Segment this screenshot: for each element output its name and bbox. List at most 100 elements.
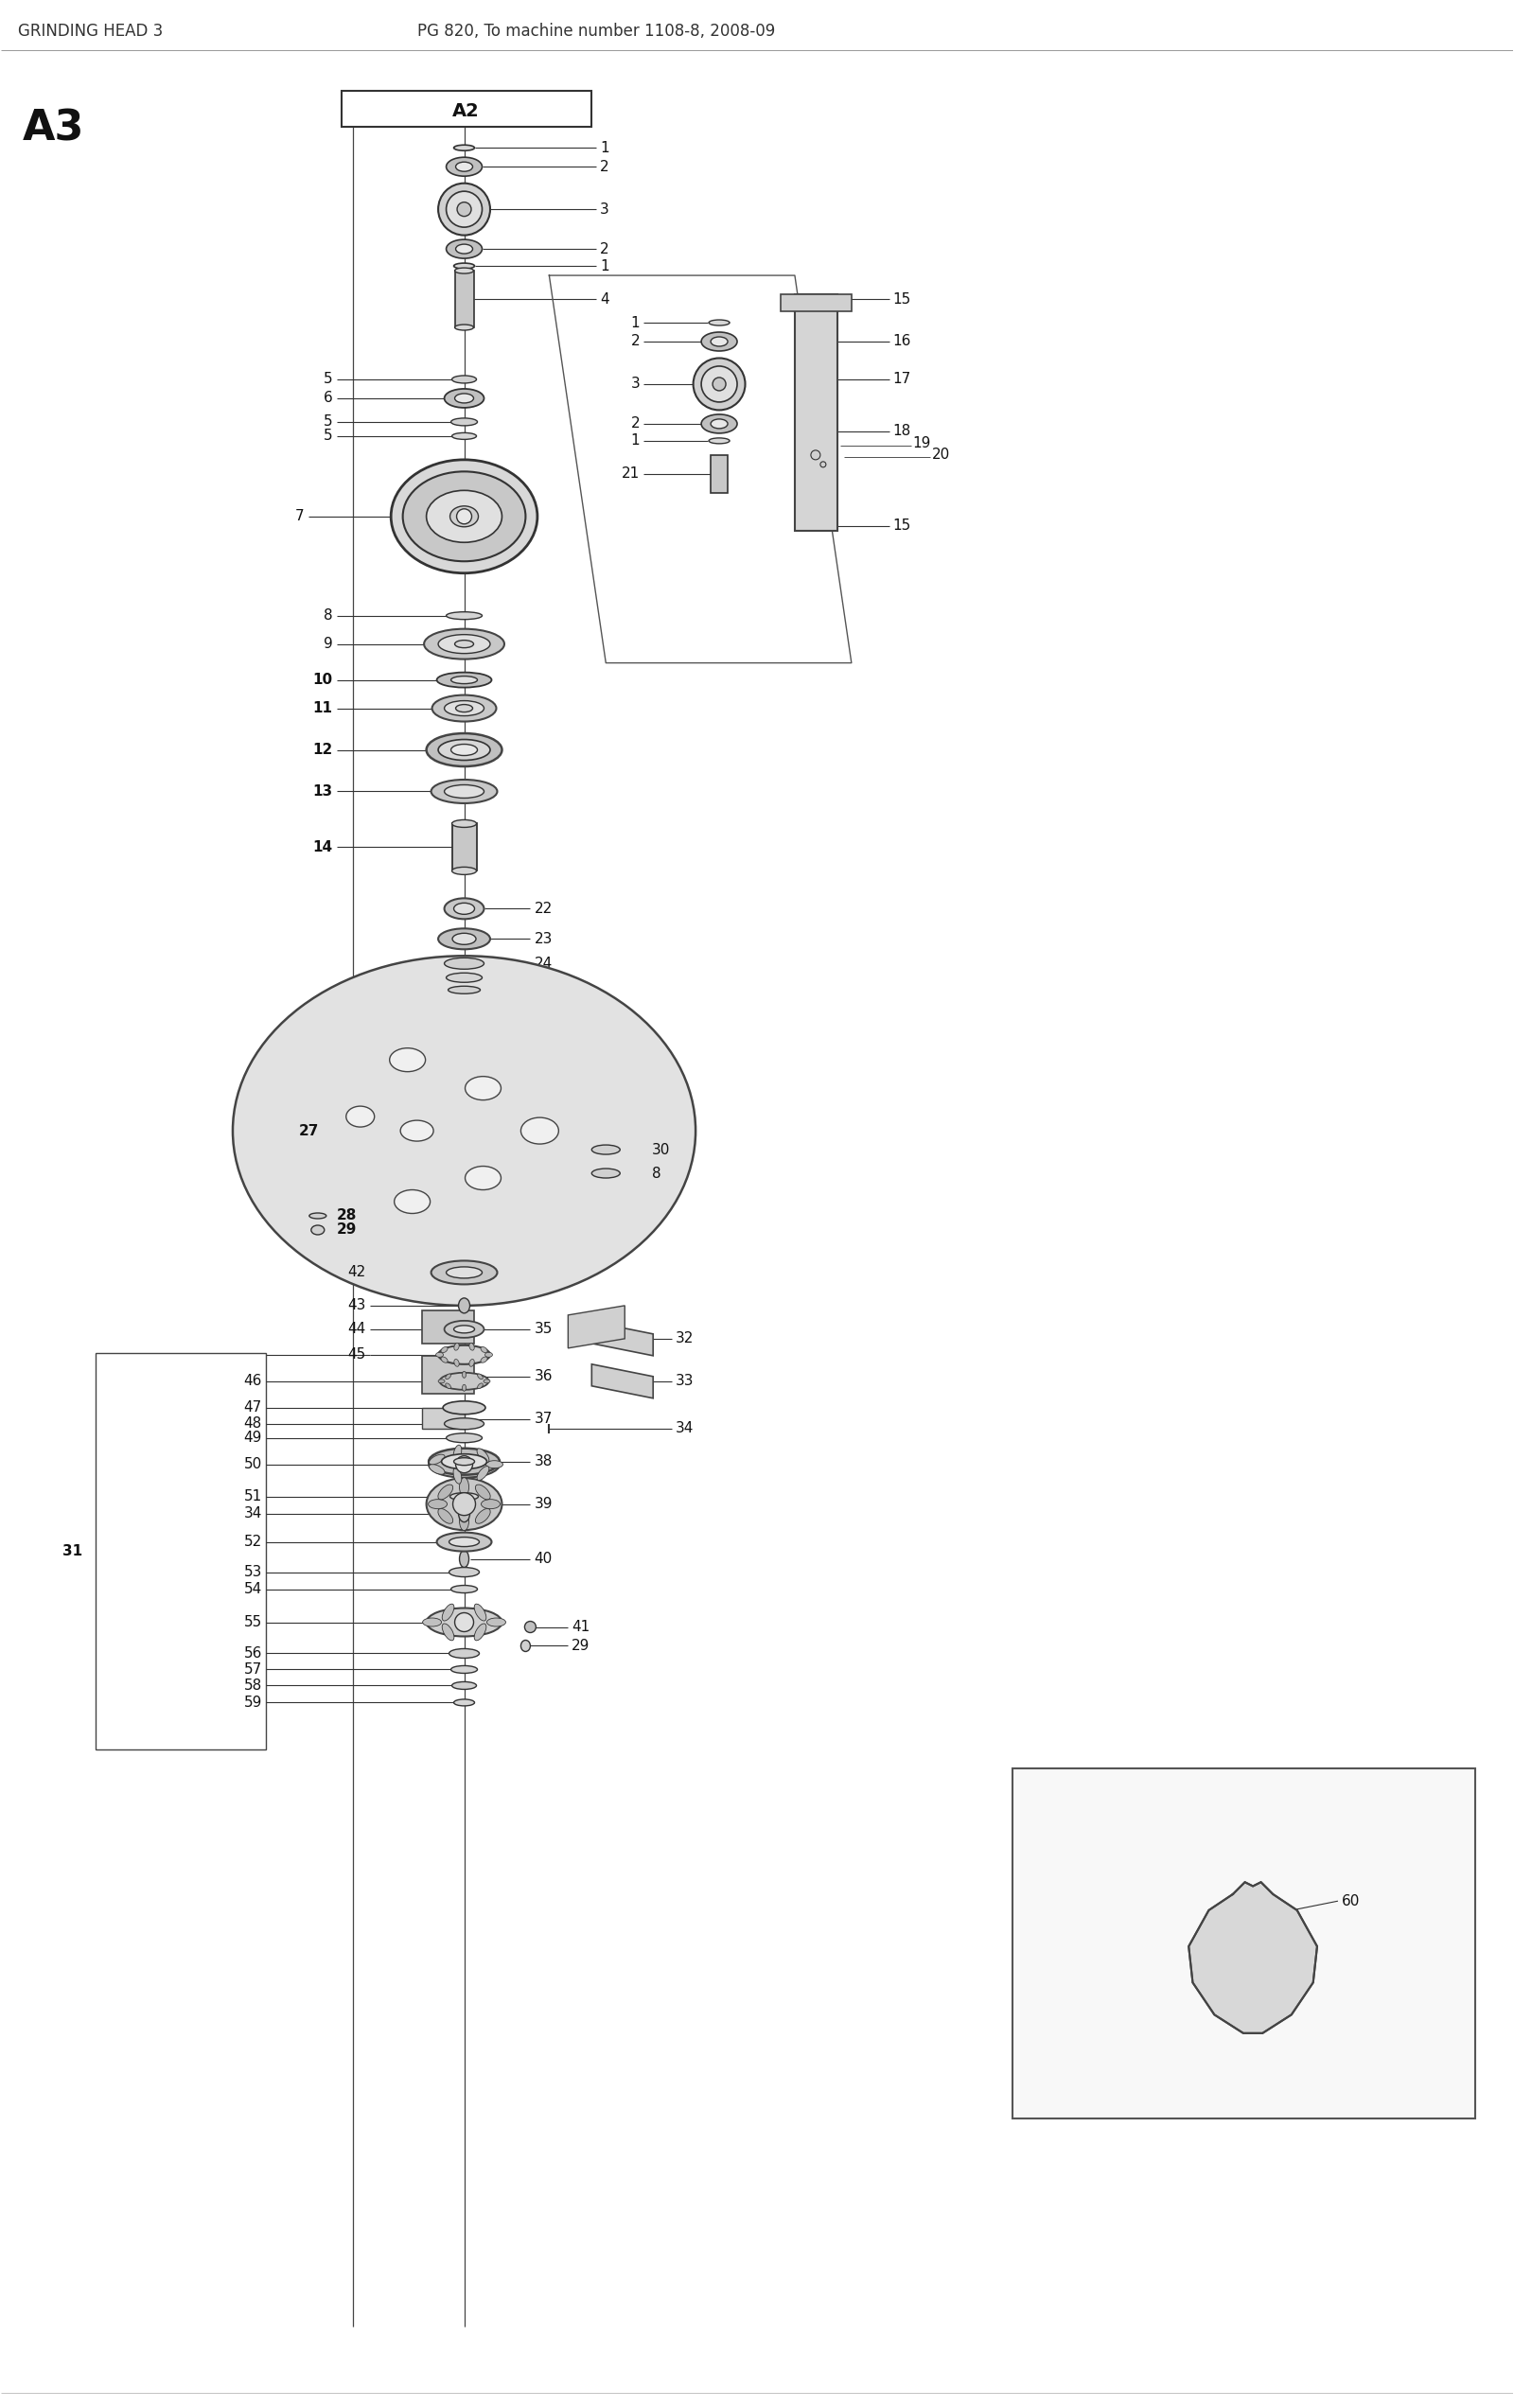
Text: 14: 14 [313, 840, 333, 855]
Ellipse shape [451, 1681, 477, 1690]
Text: 56: 56 [244, 1647, 262, 1662]
Text: 29: 29 [572, 1640, 590, 1652]
Text: 41: 41 [572, 1621, 590, 1635]
Ellipse shape [422, 1618, 442, 1625]
Ellipse shape [442, 1623, 454, 1640]
Ellipse shape [444, 701, 484, 715]
Text: 37: 37 [534, 1411, 553, 1426]
Ellipse shape [451, 1666, 477, 1674]
Ellipse shape [701, 332, 737, 352]
Text: 24: 24 [534, 956, 553, 970]
Ellipse shape [459, 1512, 469, 1531]
Ellipse shape [400, 1120, 433, 1141]
Text: 26: 26 [534, 982, 553, 997]
Ellipse shape [521, 1117, 559, 1144]
Ellipse shape [444, 1320, 484, 1339]
Ellipse shape [438, 929, 491, 949]
Text: 10: 10 [313, 672, 333, 686]
Ellipse shape [447, 973, 481, 982]
Ellipse shape [486, 1462, 503, 1469]
Bar [795, 294, 837, 530]
Ellipse shape [453, 1445, 462, 1462]
Text: 11: 11 [313, 701, 333, 715]
Text: A2: A2 [453, 101, 480, 120]
Ellipse shape [438, 1346, 491, 1365]
Ellipse shape [444, 898, 484, 920]
Text: 36: 36 [534, 1370, 553, 1385]
Text: 52: 52 [244, 1534, 262, 1548]
Text: 29: 29 [336, 1223, 356, 1238]
Text: 43: 43 [348, 1298, 366, 1312]
Text: 57: 57 [244, 1662, 262, 1676]
Ellipse shape [394, 1190, 430, 1214]
Ellipse shape [592, 1168, 621, 1178]
Text: 1: 1 [631, 315, 640, 330]
Ellipse shape [456, 243, 472, 253]
Ellipse shape [713, 378, 725, 390]
Ellipse shape [454, 1700, 474, 1705]
Text: 1: 1 [631, 433, 640, 448]
Circle shape [454, 1613, 474, 1633]
Ellipse shape [456, 161, 472, 171]
Ellipse shape [424, 628, 504, 660]
Ellipse shape [450, 1649, 480, 1659]
Text: 23: 23 [534, 932, 553, 946]
Text: 9: 9 [324, 636, 333, 650]
Ellipse shape [451, 433, 477, 438]
Text: 2: 2 [600, 241, 609, 255]
Ellipse shape [693, 359, 745, 409]
Text: 42: 42 [348, 1267, 366, 1279]
Ellipse shape [431, 1262, 497, 1283]
Ellipse shape [428, 1447, 500, 1474]
Ellipse shape [710, 419, 728, 429]
Ellipse shape [447, 190, 481, 226]
Ellipse shape [459, 1479, 469, 1495]
Ellipse shape [474, 1623, 486, 1640]
Text: 46: 46 [244, 1375, 262, 1389]
Polygon shape [592, 1322, 653, 1356]
Text: 5: 5 [324, 429, 333, 443]
Text: 2: 2 [600, 159, 609, 173]
Ellipse shape [454, 1358, 459, 1365]
Ellipse shape [454, 325, 474, 330]
Text: 39: 39 [534, 1498, 553, 1512]
Ellipse shape [701, 366, 737, 402]
Ellipse shape [451, 419, 477, 426]
Text: 38: 38 [534, 1454, 553, 1469]
Ellipse shape [459, 1551, 469, 1568]
Ellipse shape [480, 1356, 488, 1363]
Text: 21: 21 [622, 467, 640, 482]
Text: A3: A3 [23, 108, 83, 149]
Ellipse shape [233, 956, 695, 1305]
Text: 34: 34 [675, 1421, 693, 1435]
Ellipse shape [454, 144, 474, 152]
Ellipse shape [438, 739, 491, 761]
Text: 54: 54 [244, 1582, 262, 1597]
Polygon shape [1188, 1883, 1317, 2032]
Text: 12: 12 [313, 742, 333, 756]
Ellipse shape [438, 636, 491, 653]
Text: 1: 1 [600, 140, 609, 154]
Text: 59: 59 [244, 1695, 262, 1710]
Circle shape [821, 462, 827, 467]
Bar [341, 92, 592, 128]
Ellipse shape [428, 1454, 445, 1464]
Text: 2: 2 [631, 417, 640, 431]
Bar [451, 824, 477, 872]
Text: 19: 19 [913, 436, 931, 450]
Ellipse shape [442, 1604, 454, 1621]
Bar [95, 1353, 266, 1751]
Text: 49: 49 [244, 1430, 262, 1445]
Ellipse shape [709, 320, 730, 325]
Ellipse shape [451, 867, 477, 874]
Text: 3: 3 [631, 378, 640, 390]
Ellipse shape [451, 1584, 477, 1594]
Ellipse shape [444, 958, 484, 968]
Ellipse shape [592, 1144, 621, 1153]
Ellipse shape [450, 1493, 478, 1500]
Ellipse shape [483, 1380, 491, 1382]
Ellipse shape [403, 472, 525, 561]
Circle shape [525, 1621, 536, 1633]
Ellipse shape [477, 1450, 489, 1462]
Ellipse shape [481, 1500, 500, 1510]
